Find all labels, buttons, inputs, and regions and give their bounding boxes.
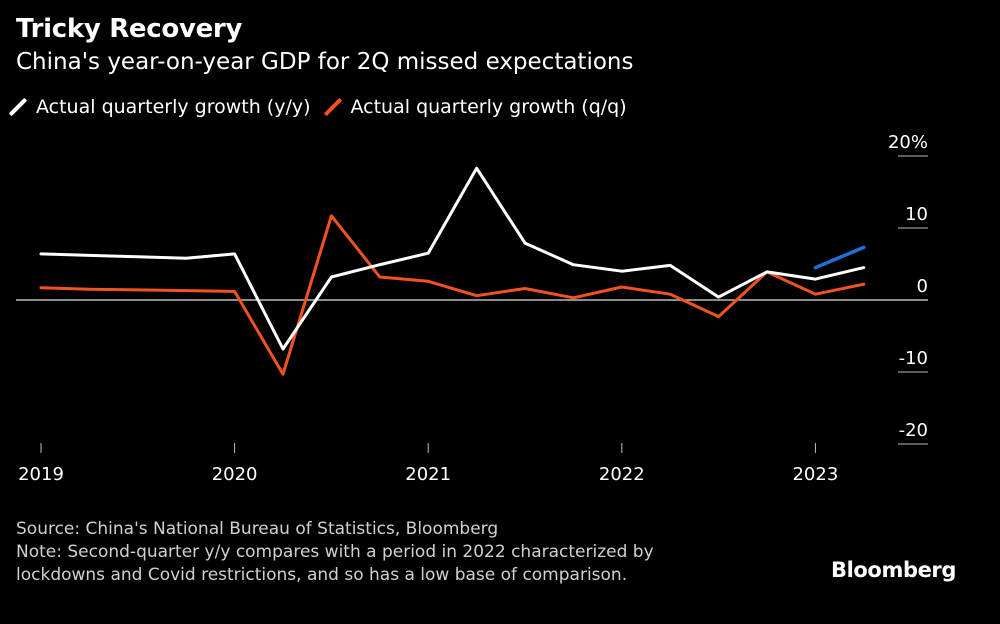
- chart-subtitle: China's year-on-year GDP for 2Q missed e…: [16, 49, 634, 75]
- y-tick-label: 20%: [888, 132, 928, 153]
- y-tick-label: -20: [899, 420, 928, 441]
- x-tick-label: 2023: [792, 464, 838, 485]
- legend-label-yy: Actual quarterly growth (y/y): [36, 96, 311, 118]
- source-note: Source: China's National Bureau of Stati…: [16, 519, 499, 539]
- bloomberg-logo: Bloomberg: [831, 558, 957, 582]
- chart-legend: Actual quarterly growth (y/y) Actual qua…: [8, 96, 647, 118]
- legend-item-qq: Actual quarterly growth (q/q): [323, 96, 627, 118]
- y-tick-label: 0: [917, 276, 928, 297]
- note-line-1: Note: Second-quarter y/y compares with a…: [16, 542, 654, 562]
- series-line-qq: [39, 214, 866, 376]
- series-line-yy: [39, 166, 866, 351]
- note-line-2: lockdowns and Covid restrictions, and so…: [16, 565, 628, 585]
- x-tick-label: 2022: [599, 464, 645, 485]
- chart-title: Tricky Recovery: [16, 14, 243, 44]
- legend-item-yy: Actual quarterly growth (y/y): [8, 96, 311, 118]
- x-tick-label: 2021: [405, 464, 451, 485]
- x-tick-label: 2020: [212, 464, 258, 485]
- chart-footer: Source: China's National Bureau of Stati…: [16, 518, 654, 587]
- legend-label-qq: Actual quarterly growth (q/q): [350, 96, 627, 118]
- series-line-expectation: [813, 245, 866, 270]
- y-tick-label: -10: [899, 348, 928, 369]
- y-tick-label: 10: [905, 204, 928, 225]
- x-tick-label: 2019: [18, 464, 64, 485]
